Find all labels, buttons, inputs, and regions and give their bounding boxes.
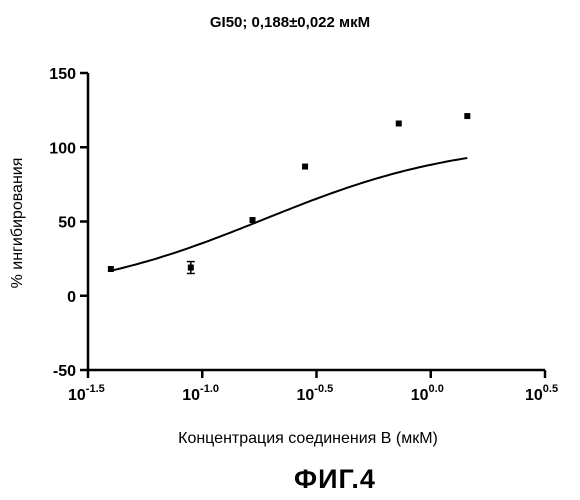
x-tick-base: 10	[182, 387, 200, 404]
data-point	[108, 266, 114, 272]
x-tick-label: 10-1.5	[68, 383, 105, 404]
y-tick-label: -50	[53, 363, 76, 380]
data-point	[188, 265, 194, 271]
figure-caption: ФИГ.4	[294, 464, 376, 494]
data-point	[464, 113, 470, 119]
x-tick-base: 10	[525, 387, 543, 404]
x-tick-exponent: -1.0	[200, 383, 219, 395]
y-axis: 150 100 50 0 -50	[49, 66, 88, 380]
data-points	[108, 113, 470, 273]
x-axis-label: Концентрация соединения В (мкМ)	[178, 430, 438, 447]
data-point	[250, 217, 256, 223]
x-tick-base: 10	[68, 387, 86, 404]
fit-curve	[111, 158, 467, 271]
y-tick-label: 100	[49, 140, 76, 157]
x-tick-base: 10	[297, 387, 315, 404]
x-ticks: 10-1.510-1.010-0.5100.0100.5	[68, 370, 558, 404]
chart-title: GI50; 0,188±0,022 мкМ	[210, 14, 370, 31]
y-tick-label: 150	[49, 66, 76, 83]
x-tick-exponent: -1.5	[86, 383, 105, 395]
y-axis-label: % ингибирования	[9, 158, 26, 289]
x-tick-label: 100.0	[411, 383, 444, 404]
x-tick-label: 10-0.5	[297, 383, 334, 404]
data-point	[302, 164, 308, 170]
y-tick-label: 50	[58, 215, 76, 232]
x-axis: 10-1.510-1.010-0.5100.0100.5	[68, 370, 558, 404]
x-tick-base: 10	[411, 387, 429, 404]
x-tick-exponent: -0.5	[314, 383, 333, 395]
x-tick-exponent: 0.5	[543, 383, 558, 395]
x-tick-label: 100.5	[525, 383, 558, 404]
y-tick-label: 0	[67, 289, 76, 306]
y-ticks: 150 100 50 0 -50	[49, 66, 88, 380]
x-tick-exponent: 0.0	[429, 383, 444, 395]
data-point	[396, 120, 402, 126]
x-tick-label: 10-1.0	[182, 383, 219, 404]
